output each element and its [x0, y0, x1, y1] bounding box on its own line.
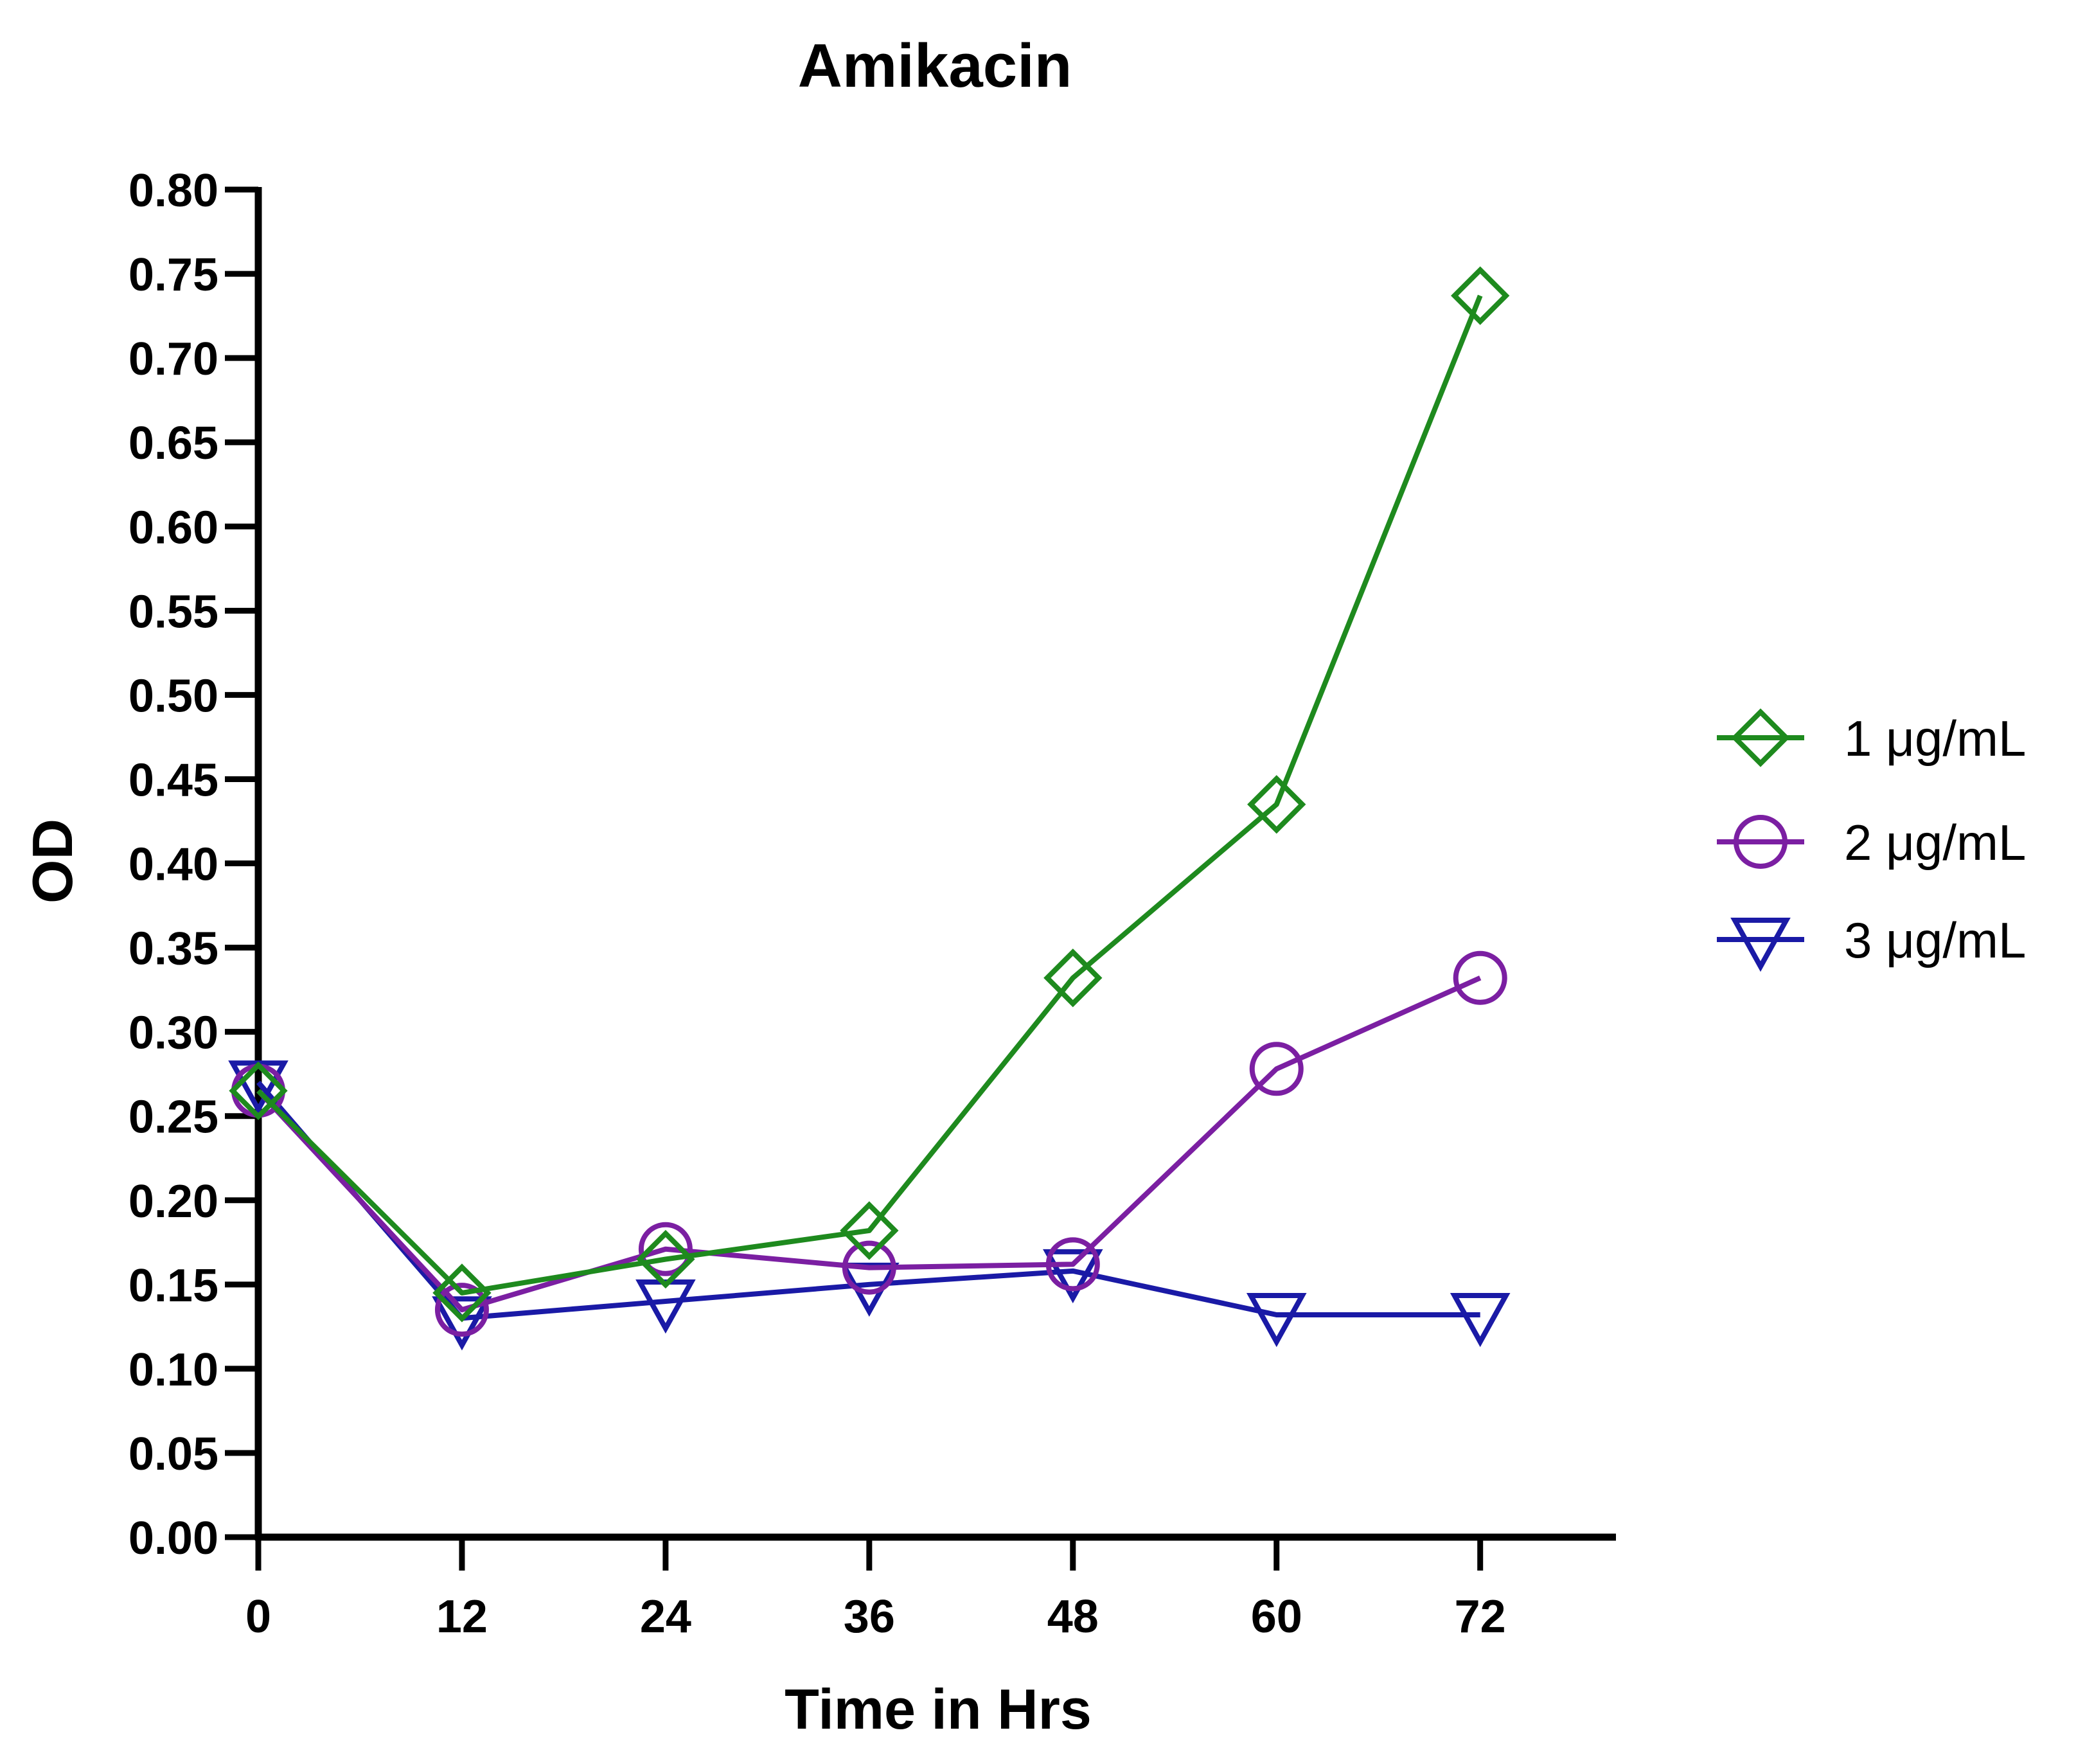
- y-tick-label: 0.60: [129, 502, 218, 553]
- series-line: [256, 1080, 1480, 1321]
- data-point: [1045, 1237, 1100, 1292]
- legend-label: 1 μg/mL: [1844, 710, 2026, 767]
- x-tick-label: 48: [1047, 1591, 1099, 1643]
- series-line: [256, 294, 1483, 1296]
- x-tick-label: 0: [245, 1591, 271, 1643]
- legend-item: 3 μg/mL: [1717, 912, 2026, 972]
- y-tick-label: 0.40: [129, 839, 218, 891]
- x-axis-label: Time in Hrs: [785, 1677, 1092, 1741]
- data-point: [842, 1240, 896, 1295]
- legend-label: 2 μg/mL: [1844, 814, 2026, 871]
- data-point: [1246, 1292, 1307, 1348]
- legend-item: 1 μg/mL: [1717, 708, 2026, 767]
- series-group: [228, 266, 1511, 1351]
- x-axis: 0 12 24 36 48 60 72: [245, 1533, 1616, 1643]
- y-tick-label: 0.80: [129, 165, 218, 217]
- y-tick-label: 0.65: [129, 418, 218, 469]
- data-point: [1451, 266, 1510, 325]
- data-point: [636, 1229, 695, 1289]
- y-tick-label: 0.00: [129, 1513, 218, 1564]
- data-point: [1043, 1249, 1103, 1304]
- y-tick-label: 0.05: [129, 1429, 218, 1480]
- legend: 1 μg/mL 2 μg/mL 3 μg/mL: [1717, 708, 2026, 972]
- y-tick-label: 0.10: [129, 1344, 218, 1396]
- series-line: [256, 976, 1482, 1313]
- y-tick-label: 0.30: [129, 1008, 218, 1059]
- y-tick-label: 0.20: [129, 1176, 218, 1227]
- x-tick-label: 12: [436, 1591, 488, 1643]
- data-point: [432, 1263, 492, 1323]
- data-point: [1043, 949, 1103, 1008]
- x-tick-label: 36: [844, 1591, 895, 1643]
- y-tick-label: 0.15: [129, 1260, 218, 1312]
- data-point: [434, 1283, 489, 1337]
- legend-label: 3 μg/mL: [1844, 912, 2026, 968]
- series-2: [231, 950, 1507, 1337]
- y-tick-label: 0.55: [129, 586, 218, 637]
- data-point: [638, 1222, 693, 1276]
- x-tick-label: 72: [1455, 1591, 1506, 1643]
- legend-marker: [1731, 708, 1790, 767]
- x-tick-label: 60: [1251, 1591, 1302, 1643]
- chart-title: Amikacin: [798, 31, 1072, 100]
- legend-marker: [1734, 815, 1788, 869]
- legend-marker: [1730, 918, 1791, 972]
- y-tick-label: 0.50: [129, 670, 218, 722]
- data-point: [840, 1201, 899, 1260]
- x-tick-label: 24: [640, 1591, 691, 1643]
- data-point: [229, 1061, 288, 1121]
- data-point: [1247, 775, 1306, 834]
- data-point: [432, 1296, 492, 1351]
- y-tick-label: 0.35: [129, 923, 218, 975]
- y-tick-label: 0.70: [129, 334, 218, 385]
- y-axis-label: OD: [21, 819, 84, 904]
- y-tick-label: 0.45: [129, 754, 218, 806]
- y-axis: 0.00 0.05 0.10 0.15 0.20 0.25 0.30 0.35 0.40 0.45…: [129, 165, 262, 1564]
- series-1: [229, 266, 1510, 1323]
- data-point: [1453, 950, 1507, 1005]
- y-tick-label: 0.75: [129, 249, 218, 301]
- y-tick-label: 0.25: [129, 1092, 218, 1143]
- legend-item: 2 μg/mL: [1717, 814, 2026, 871]
- data-point: [1249, 1042, 1304, 1096]
- data-point: [1450, 1292, 1511, 1348]
